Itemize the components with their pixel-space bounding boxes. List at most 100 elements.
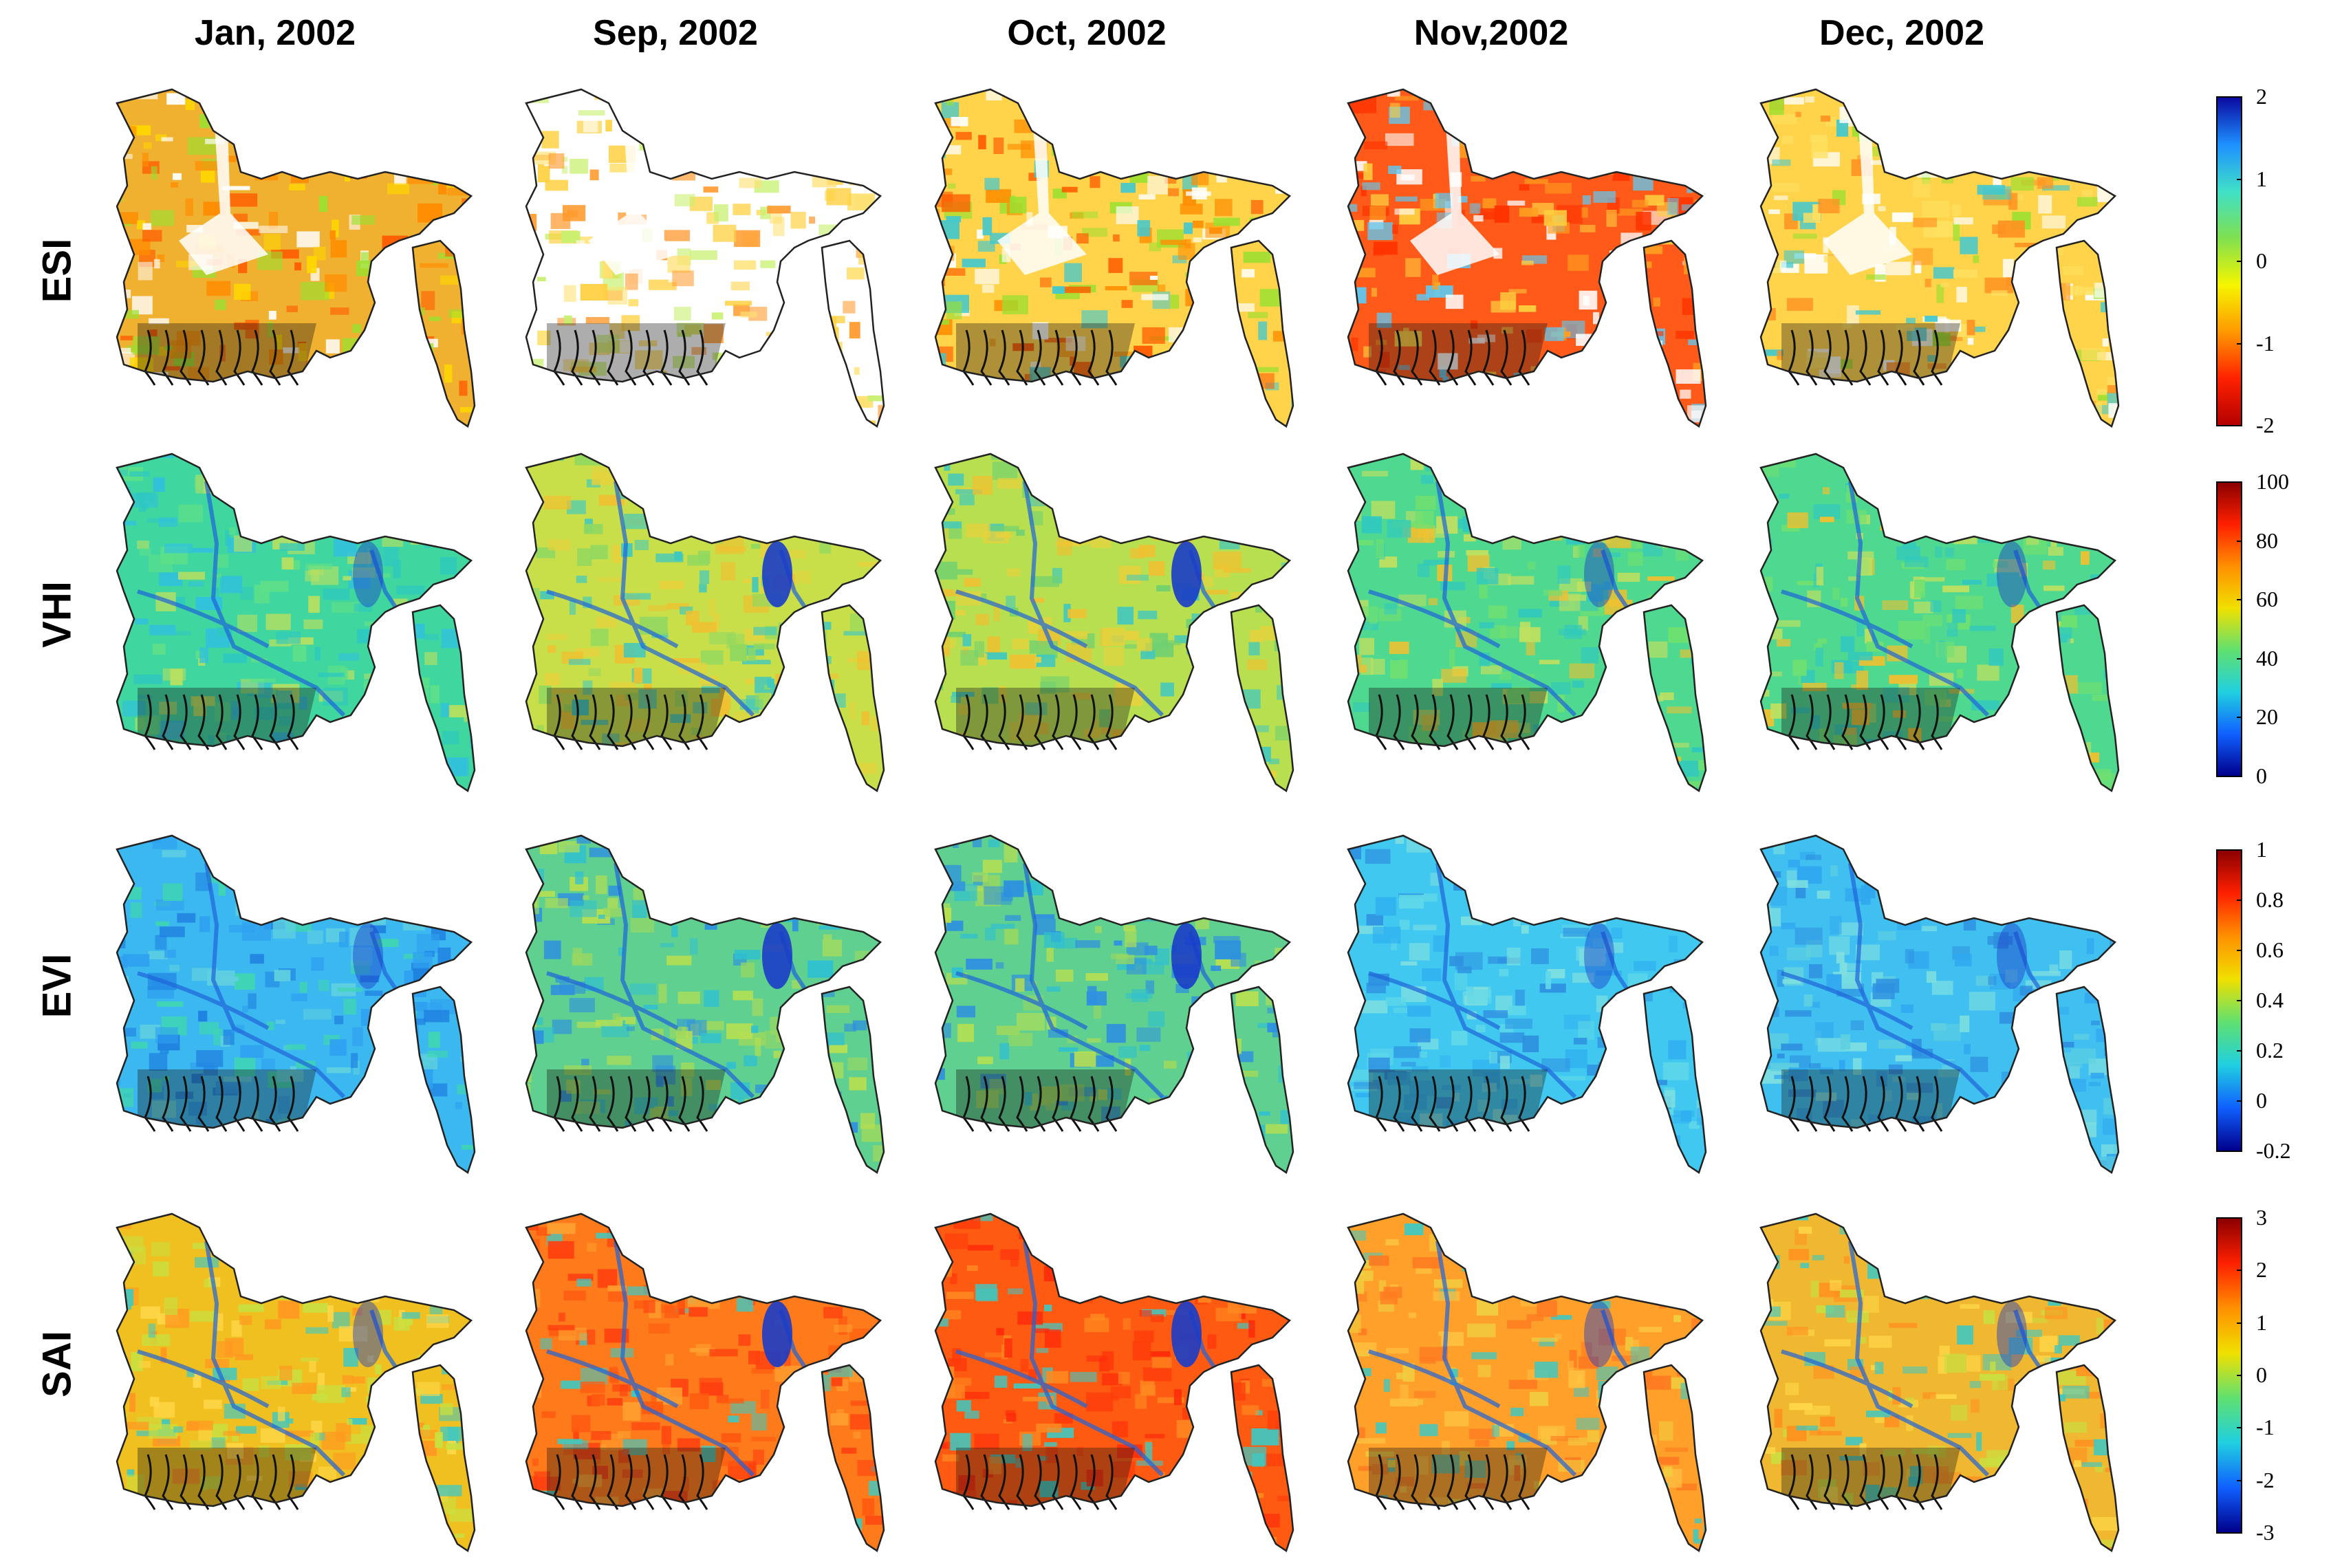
pixel-patch xyxy=(1519,184,1530,190)
pixel-patch xyxy=(2058,518,2079,533)
pixel-patch xyxy=(920,1067,936,1076)
pixel-patch xyxy=(389,248,402,256)
wetland-patch xyxy=(353,1301,383,1367)
pixel-patch xyxy=(1195,337,1215,343)
pixel-patch xyxy=(1242,1154,1255,1173)
pixel-patch xyxy=(1817,567,1823,585)
pixel-patch xyxy=(739,827,759,838)
pixel-patch xyxy=(2048,785,2067,792)
pixel-patch xyxy=(1168,188,1179,197)
pixel-patch xyxy=(235,973,255,990)
pixel-patch xyxy=(512,251,532,261)
pixel-patch xyxy=(206,1550,216,1568)
pixel-patch xyxy=(1599,149,1605,162)
pixel-patch xyxy=(618,1431,631,1439)
pixel-patch xyxy=(2136,711,2156,723)
pixel-patch xyxy=(915,904,940,908)
pixel-patch xyxy=(1491,301,1516,313)
pixel-patch xyxy=(407,1459,418,1466)
pixel-patch xyxy=(1400,384,1409,390)
pixel-patch xyxy=(1010,655,1036,668)
pixel-patch xyxy=(2003,259,2014,278)
pixel-patch xyxy=(294,865,305,883)
pixel-patch xyxy=(978,1173,990,1184)
pixel-patch xyxy=(936,1243,944,1262)
pixel-patch xyxy=(1162,882,1187,897)
pixel-patch xyxy=(715,748,739,759)
pixel-patch xyxy=(113,1503,138,1522)
pixel-patch xyxy=(315,647,321,661)
pixel-patch xyxy=(1629,786,1637,796)
pixel-patch xyxy=(583,895,589,900)
pixel-patch xyxy=(714,847,738,860)
pixel-patch xyxy=(367,1378,382,1393)
pixel-patch xyxy=(1836,952,1845,963)
country-map xyxy=(915,440,1327,805)
pixel-patch xyxy=(1086,973,1109,981)
pixel-patch xyxy=(308,596,320,613)
pixel-patch xyxy=(411,402,420,409)
pixel-patch xyxy=(592,1394,605,1406)
pixel-patch xyxy=(514,127,539,134)
pixel-patch xyxy=(2051,885,2059,903)
pixel-patch xyxy=(655,554,683,563)
pixel-patch xyxy=(1545,183,1572,194)
pixel-patch xyxy=(714,204,728,221)
pixel-patch xyxy=(986,189,1011,203)
pixel-patch xyxy=(451,162,475,175)
pixel-patch xyxy=(206,402,214,417)
pixel-patch xyxy=(473,1317,492,1326)
pixel-patch xyxy=(697,100,711,105)
pixel-patch xyxy=(1499,969,1509,977)
pixel-patch xyxy=(1149,561,1164,576)
pixel-patch xyxy=(360,1426,380,1436)
pixel-patch xyxy=(1688,157,1709,168)
pixel-patch xyxy=(2127,774,2138,790)
pixel-patch xyxy=(878,665,907,682)
pixel-patch xyxy=(418,204,442,223)
pixel-patch xyxy=(1272,467,1299,474)
pixel-patch xyxy=(1254,1201,1277,1206)
pixel-patch xyxy=(1310,646,1319,663)
pixel-patch xyxy=(607,1056,631,1065)
pixel-patch xyxy=(1196,1215,1207,1223)
pixel-patch xyxy=(904,1219,913,1236)
pixel-patch xyxy=(352,1376,365,1383)
pixel-patch xyxy=(791,212,806,229)
pixel-patch xyxy=(1655,387,1662,404)
pixel-patch xyxy=(1292,307,1308,324)
pixel-patch xyxy=(1988,371,2016,382)
pixel-patch xyxy=(983,217,993,235)
pixel-patch xyxy=(757,737,778,754)
pixel-patch xyxy=(605,120,612,131)
pixel-patch xyxy=(1964,913,1976,930)
pixel-patch xyxy=(1870,426,1894,434)
pixel-patch xyxy=(721,158,731,174)
pixel-patch xyxy=(1010,1259,1018,1266)
pixel-patch xyxy=(389,402,406,421)
pixel-patch xyxy=(525,536,532,541)
pixel-patch xyxy=(2077,133,2105,140)
pixel-patch xyxy=(807,961,833,978)
pixel-patch xyxy=(1945,547,1954,557)
pixel-patch xyxy=(586,1530,604,1536)
pixel-patch xyxy=(1717,218,1734,222)
pixel-patch xyxy=(2015,329,2042,340)
pixel-patch xyxy=(1021,1507,1045,1525)
pixel-patch xyxy=(1479,622,1495,629)
pixel-patch xyxy=(1251,488,1272,500)
pixel-patch xyxy=(1895,893,1921,904)
pixel-patch xyxy=(1290,123,1295,137)
pixel-patch xyxy=(476,1235,482,1244)
pixel-patch xyxy=(727,1117,741,1128)
map-panel-sai-2 xyxy=(915,1200,1327,1565)
pixel-patch xyxy=(995,532,1012,538)
pixel-patch xyxy=(726,1023,752,1039)
pixel-patch xyxy=(942,89,962,95)
pixel-patch xyxy=(1799,388,1827,399)
pixel-patch xyxy=(1392,225,1398,235)
pixel-patch xyxy=(967,1265,978,1271)
pixel-patch xyxy=(409,1113,418,1120)
pixel-patch xyxy=(432,424,442,428)
pixel-patch xyxy=(1189,690,1195,701)
